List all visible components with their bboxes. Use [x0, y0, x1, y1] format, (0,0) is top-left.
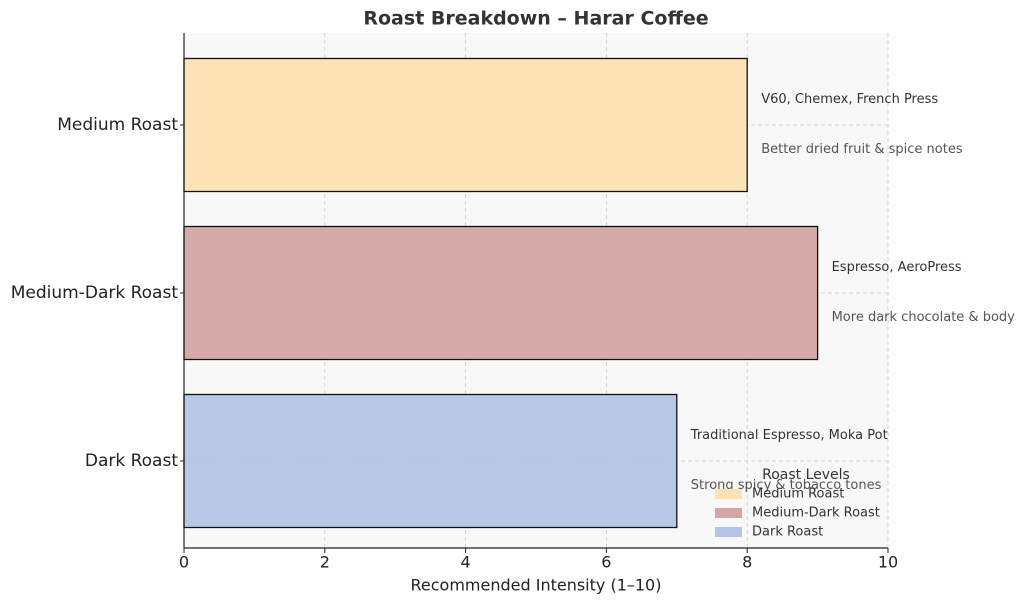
y-tick-label: Medium Roast [57, 115, 178, 135]
annotation-methods: Espresso, AeroPress [832, 260, 962, 275]
x-tick-label: 2 [320, 553, 330, 572]
annotation-notes: Better dried fruit & spice notes [761, 142, 963, 157]
legend-label: Dark Roast [752, 525, 823, 540]
legend-swatch [715, 527, 742, 537]
y-tick-label: Dark Roast [85, 451, 178, 471]
annotation-methods: V60, Chemex, French Press [761, 92, 938, 107]
legend-swatch [715, 489, 742, 499]
x-tick-label: 6 [601, 553, 611, 572]
bar [183, 225, 819, 361]
legend-title: Roast Levels [762, 467, 850, 483]
annotation-notes: More dark chocolate & body [832, 310, 1016, 325]
bar [183, 57, 748, 193]
x-axis-label: Recommended Intensity (1–10) [411, 576, 662, 595]
legend-label: Medium-Dark Roast [752, 506, 880, 521]
legend-label: Medium Roast [752, 487, 844, 502]
x-tick-label: 8 [742, 553, 752, 572]
legend-swatch [715, 508, 742, 518]
chart-title: Roast Breakdown – Harar Coffee [363, 8, 708, 30]
x-tick-label: 0 [179, 553, 189, 572]
bar [183, 393, 678, 529]
y-tick-label: Medium-Dark Roast [11, 283, 179, 303]
x-tick-label: 4 [461, 553, 471, 572]
x-tick-label: 10 [878, 553, 898, 572]
annotation-methods: Traditional Espresso, Moka Pot [690, 428, 888, 443]
